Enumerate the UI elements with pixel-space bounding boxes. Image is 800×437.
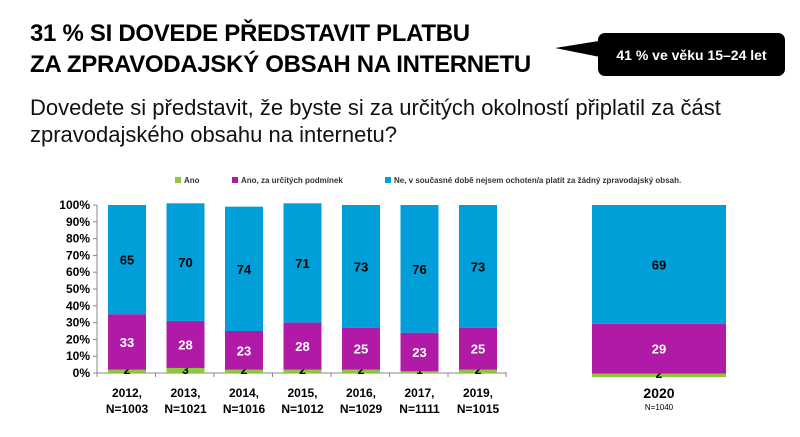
data-label: 2 — [656, 367, 663, 381]
y-tick-label: 40% — [66, 299, 90, 313]
bar-2020-segment-0 — [592, 373, 726, 377]
data-label: 71 — [295, 256, 309, 271]
legend-label: Ano — [184, 176, 200, 185]
legend-label: Ano, za určitých podmínek — [241, 176, 343, 185]
data-label: 25 — [471, 342, 485, 357]
data-label: 2 — [241, 363, 248, 377]
page-title: 31 % SI DOVEDE PŘEDSTAVIT PLATBU ZA ZPRA… — [30, 18, 531, 80]
bar-segment-1 — [459, 327, 497, 370]
legend-swatch — [175, 177, 181, 183]
x-tick-label: 2016, — [346, 386, 376, 400]
y-tick-label: 50% — [66, 282, 90, 296]
data-label: 70 — [178, 255, 192, 270]
data-label: 2 — [124, 363, 131, 377]
data-label: 28 — [178, 337, 192, 352]
x-tick-label: N=1029 — [340, 402, 383, 416]
callout-pointer — [555, 40, 605, 58]
callout-text: 41 % ve věku 15–24 let — [616, 46, 767, 63]
bar-segment-2 — [108, 205, 146, 315]
x-tick-label: 2017, — [404, 386, 434, 400]
bar-segment-1 — [166, 320, 205, 368]
x-label-2020: 2020 — [643, 385, 674, 401]
bar-segment-0 — [108, 369, 146, 373]
legend-label: Ne, v současné době nejsem ochoten/a pla… — [394, 176, 681, 185]
data-label: 25 — [354, 342, 368, 357]
x-tick-label: N=1111 — [399, 402, 440, 416]
bar-segment-2 — [459, 205, 497, 328]
data-label: 73 — [354, 259, 368, 274]
legend-swatch — [385, 177, 391, 183]
x-tick-label: 2015, — [287, 386, 317, 400]
callout-box: 41 % ve věku 15–24 let — [598, 33, 785, 76]
bar-segment-0 — [400, 371, 439, 373]
data-label: 73 — [471, 259, 485, 274]
data-label: 23 — [237, 343, 251, 358]
bar-segment-0 — [459, 369, 497, 373]
data-label: 65 — [120, 253, 134, 268]
y-tick-label: 80% — [66, 232, 90, 246]
y-tick-label: 0% — [73, 366, 91, 380]
title-line-2: ZA ZPRAVODAJSKÝ OBSAH NA INTERNETU — [30, 51, 531, 78]
bar-segment-1 — [108, 314, 146, 370]
bar-segment-2 — [400, 205, 439, 333]
x-tick-label: N=1003 — [106, 402, 149, 416]
x-tick-label: 2019, — [463, 386, 493, 400]
data-label: 2 — [475, 363, 482, 377]
data-label: 28 — [295, 339, 309, 354]
bar-segment-0 — [342, 369, 380, 373]
data-label: 2 — [299, 363, 306, 377]
bar-segment-0 — [225, 369, 263, 373]
bar-2020-segment-2 — [592, 205, 726, 324]
y-tick-label: 100% — [59, 198, 90, 212]
question-text: Dovedete si představit, že byste si za u… — [30, 95, 721, 147]
legend-swatch — [232, 177, 238, 183]
x-tick-label: N=1015 — [457, 402, 500, 416]
y-tick-label: 30% — [66, 316, 90, 330]
bar-segment-1 — [283, 322, 322, 370]
y-tick-label: 90% — [66, 215, 90, 229]
x-tick-label: 2013, — [170, 386, 200, 400]
y-tick-label: 20% — [66, 332, 90, 346]
title-line-1: 31 % SI DOVEDE PŘEDSTAVIT PLATBU — [30, 20, 470, 47]
bar-segment-2 — [225, 206, 263, 331]
bar-2020-segment-1 — [592, 323, 726, 374]
data-label: 74 — [237, 262, 252, 277]
bar-segment-1 — [225, 331, 263, 370]
x-tick-label: N=1021 — [164, 402, 207, 416]
x-tick-label: N=1016 — [223, 402, 266, 416]
x-sublabel-2020: N=1040 — [645, 403, 674, 412]
bar-segment-2 — [166, 203, 205, 321]
y-tick-label: 10% — [66, 349, 90, 363]
y-tick-label: 70% — [66, 248, 90, 262]
y-tick-label: 60% — [66, 265, 90, 279]
data-label: 3 — [182, 363, 189, 377]
bar-segment-1 — [342, 327, 380, 370]
bar-segment-2 — [283, 203, 322, 323]
data-label: 76 — [412, 262, 426, 277]
bar-segment-0 — [283, 369, 322, 373]
x-tick-label: N=1012 — [281, 402, 324, 416]
x-tick-label: 2014, — [229, 386, 259, 400]
data-label: 23 — [412, 345, 426, 360]
data-label: 2 — [358, 363, 365, 377]
bar-segment-2 — [342, 205, 380, 328]
bar-segment-0 — [166, 367, 205, 373]
bar-segment-1 — [400, 332, 439, 372]
x-tick-label: 2012, — [112, 386, 142, 400]
data-label: 69 — [652, 257, 666, 272]
data-label: 29 — [652, 342, 666, 357]
data-label: 33 — [120, 335, 134, 350]
